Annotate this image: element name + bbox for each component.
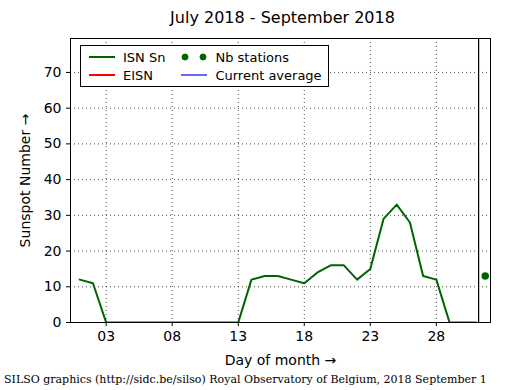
html-text:SILSO graphics (http://sidc.be: SILSO graphics (http://sidc.be/silso) Ro… [4, 373, 487, 386]
svg-text:28: 28 [427, 328, 445, 344]
html-text:EISN: EISN [123, 67, 153, 83]
svg-text:08: 08 [163, 328, 181, 344]
svg-text:20: 20 [44, 243, 62, 259]
html-text:Current average: Current average [215, 67, 322, 83]
html-text:ISN Sn: ISN Sn [123, 49, 166, 65]
svg-text:50: 50 [44, 135, 62, 151]
svg-text:23: 23 [361, 328, 379, 344]
html-text:Nb stations: Nb stations [215, 49, 290, 65]
svg-text:13: 13 [229, 328, 247, 344]
svg-text:0: 0 [53, 314, 62, 330]
svg-text:30: 30 [44, 207, 62, 223]
svg-text:Day of month →: Day of month → [225, 352, 337, 368]
svg-text:60: 60 [44, 100, 62, 116]
svg-text:70: 70 [44, 64, 62, 80]
svg-text:Sunspot Number →: Sunspot Number → [17, 113, 33, 247]
svg-text:10: 10 [44, 278, 62, 294]
html-text:July 2018 - September 2018: July 2018 - September 2018 [170, 8, 395, 27]
svg-text:40: 40 [44, 171, 62, 187]
svg-text:18: 18 [295, 328, 313, 344]
svg-text:03: 03 [97, 328, 115, 344]
